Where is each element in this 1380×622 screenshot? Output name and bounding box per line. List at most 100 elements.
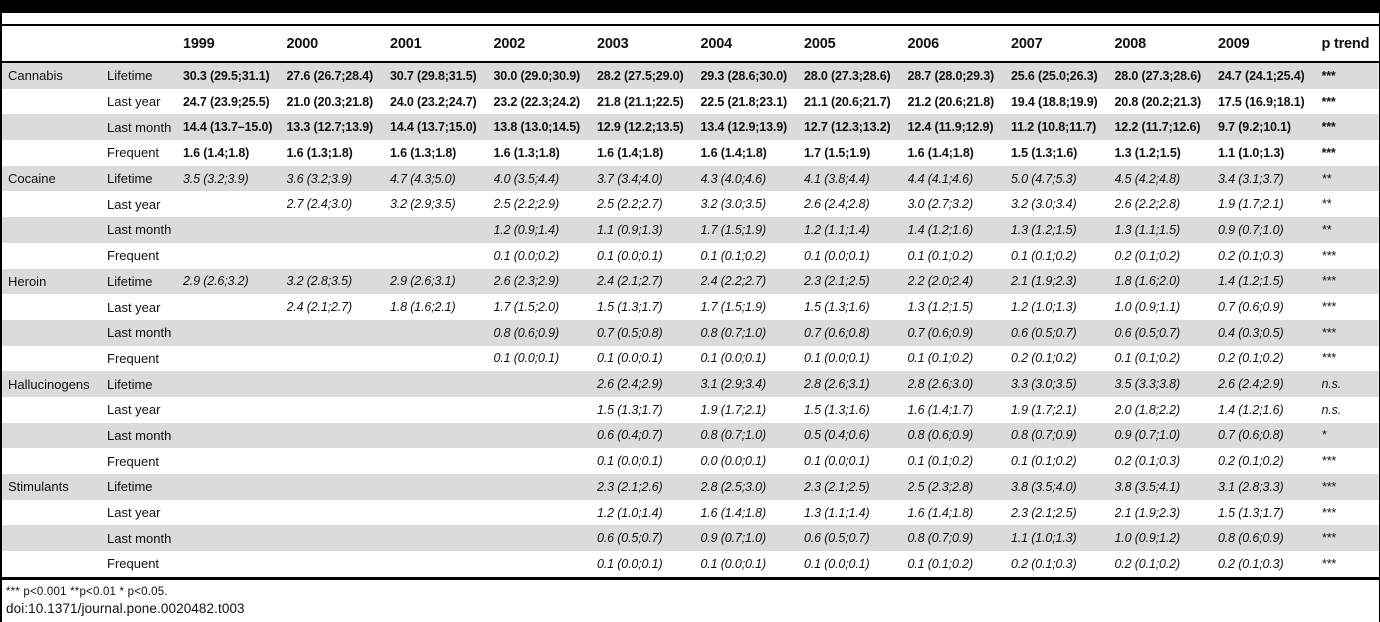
p-trend-cell: *** bbox=[1321, 300, 1336, 315]
header-year-1999: 1999 bbox=[183, 35, 215, 52]
row-heroin-frequent: Frequent 0.1 (0.0;0.1) 0.1 (0.0;0.1) 0.1 (0… bbox=[0, 345, 1380, 372]
value-cell: 0.9 (0.7;1.0) bbox=[1218, 222, 1284, 237]
value-cell: 0.1 (0.0;0.1) bbox=[597, 248, 663, 263]
value-cell: 0.9 (0.7;1.0) bbox=[700, 531, 767, 546]
category-label: Lifetime bbox=[107, 68, 153, 84]
category-label: Last year bbox=[107, 402, 161, 418]
value-cell: 0.1 (0.0;0.1) bbox=[700, 556, 767, 571]
row-heroin-last-year: Last year 2.4 (2.1;2.7) 1.8 (1.6;2.1) 1.7 (… bbox=[0, 294, 1380, 320]
value-cell: 28.7 (28.0;29.3) bbox=[907, 68, 995, 83]
value-cell: 2.8 (2.6;3.1) bbox=[804, 377, 870, 392]
value-cell: 21.1 (20.6;21.7) bbox=[804, 94, 891, 109]
p-trend-cell: *** bbox=[1321, 351, 1336, 366]
value-cell: 12.7 (12.3;13.2) bbox=[804, 120, 891, 135]
p-trend-cell: *** bbox=[1321, 479, 1336, 494]
p-trend-cell: *** bbox=[1321, 145, 1336, 160]
category-label: Lifetime bbox=[107, 171, 153, 187]
value-cell: 21.0 (20.3;21.8) bbox=[286, 94, 374, 109]
header-year-2003: 2003 bbox=[597, 35, 629, 52]
value-cell: 4.1 (3.8;4.4) bbox=[804, 171, 870, 186]
value-cell: 2.4 (2.1;2.7) bbox=[597, 274, 663, 289]
row-stimulants-frequent: Frequent 0.1 (0.0;0.1) 0.1 (0.0;0.1) 0.1 (0… bbox=[0, 551, 1380, 577]
category-label: Last year bbox=[107, 505, 161, 521]
table-header-row: 1999 2000 2001 2002 2003 2004 2005 2006 2007 2008… bbox=[0, 24, 1380, 63]
category-label: Last year bbox=[107, 196, 161, 212]
value-cell: 2.8 (2.5;3.0) bbox=[700, 479, 767, 494]
value-cell: 1.2 (0.9;1.4) bbox=[493, 222, 560, 237]
value-cell: 3.1 (2.8;3.3) bbox=[1218, 479, 1284, 494]
value-cell: 0.8 (0.7;0.9) bbox=[907, 531, 974, 546]
header-year-2006: 2006 bbox=[907, 35, 940, 52]
value-cell: 0.1 (0.0;0.2) bbox=[493, 248, 560, 263]
value-cell: 0.1 (0.1;0.2) bbox=[907, 454, 974, 469]
value-cell: 1.9 (1.7;2.1) bbox=[1011, 402, 1077, 417]
p-trend-cell: *** bbox=[1321, 68, 1336, 83]
value-cell: 0.8 (0.6;0.9) bbox=[1218, 531, 1284, 546]
value-cell: 0.1 (0.1;0.2) bbox=[700, 248, 767, 263]
value-cell: 20.8 (20.2;21.3) bbox=[1114, 94, 1202, 109]
value-cell: 0.7 (0.6;0.8) bbox=[1218, 428, 1284, 443]
value-cell: 1.5 (1.3;1.7) bbox=[597, 402, 663, 417]
row-stimulants-last-month: Last month 0.6 (0.5;0.7) 0.9 (0.7;1.0) 0.6 … bbox=[0, 525, 1380, 552]
value-cell: 0.2 (0.1;0.3) bbox=[1114, 454, 1181, 469]
p-trend-cell: ** bbox=[1321, 222, 1332, 237]
value-cell: 0.1 (0.0;0.1) bbox=[804, 454, 870, 469]
value-cell: 3.2 (2.8;3.5) bbox=[286, 274, 353, 289]
value-cell: 2.4 (2.1;2.7) bbox=[286, 300, 353, 315]
value-cell: 1.8 (1.6;2.1) bbox=[390, 300, 456, 315]
value-cell: 21.2 (20.6;21.8) bbox=[907, 94, 995, 109]
value-cell: 2.0 (1.8;2.2) bbox=[1114, 402, 1181, 417]
value-cell: 1.6 (1.4;1.8) bbox=[597, 145, 664, 160]
value-cell: 28.0 (27.3;28.6) bbox=[1114, 68, 1202, 83]
value-cell: 0.7 (0.6;0.9) bbox=[907, 325, 974, 340]
value-cell: 2.5 (2.2;2.9) bbox=[493, 197, 560, 212]
row-hallucinogens-lifetime: Hallucinogens Lifetime 2.6 (2.4;2.9) 3.1 (2… bbox=[0, 371, 1380, 397]
value-cell: 2.1 (1.9;2.3) bbox=[1114, 505, 1181, 520]
header-year-2008: 2008 bbox=[1114, 35, 1147, 52]
value-cell: 1.6 (1.3;1.8) bbox=[390, 145, 457, 160]
value-cell: 0.8 (0.6;0.9) bbox=[493, 325, 560, 340]
row-hallucinogens-last-year: Last year 1.5 (1.3;1.7) 1.9 (1.7;2.1) 1.5 (… bbox=[0, 396, 1380, 423]
value-cell: 4.5 (4.2;4.8) bbox=[1114, 171, 1181, 186]
value-cell: 0.2 (0.1;0.3) bbox=[1218, 556, 1284, 571]
value-cell: 2.9 (2.6;3.2) bbox=[183, 274, 249, 289]
value-cell: 0.4 (0.3;0.5) bbox=[1218, 325, 1284, 340]
category-label: Last year bbox=[107, 299, 161, 315]
category-label: Lifetime bbox=[107, 376, 153, 392]
value-cell: 0.8 (0.7;1.0) bbox=[700, 325, 767, 340]
value-cell: 0.8 (0.7;0.9) bbox=[1011, 428, 1077, 443]
value-cell: 3.6 (3.2;3.9) bbox=[286, 171, 353, 186]
value-cell: 0.1 (0.1;0.2) bbox=[907, 351, 974, 366]
value-cell: 1.3 (1.2;1.5) bbox=[1114, 145, 1181, 160]
value-cell: 2.1 (1.9;2.3) bbox=[1011, 274, 1077, 289]
value-cell: 1.0 (0.9;1.2) bbox=[1114, 531, 1181, 546]
value-cell: 14.4 (13.7–15.0) bbox=[183, 120, 273, 135]
value-cell: 0.2 (0.1;0.3) bbox=[1011, 556, 1077, 571]
value-cell: 3.2 (3.0;3.5) bbox=[700, 197, 767, 212]
value-cell: 3.2 (3.0;3.4) bbox=[1011, 197, 1077, 212]
header-year-2007: 2007 bbox=[1011, 35, 1043, 52]
value-cell: 12.9 (12.2;13.5) bbox=[597, 120, 684, 135]
table-footnotes: *** p<0.001 **p<0.01 * p<0.05. doi:10.13… bbox=[0, 580, 1380, 616]
value-cell: 1.4 (1.2;1.5) bbox=[1218, 274, 1284, 289]
value-cell: 25.6 (25.0;26.3) bbox=[1011, 68, 1098, 83]
value-cell: 2.5 (2.3;2.8) bbox=[907, 479, 974, 494]
value-cell: 1.5 (1.3;1.7) bbox=[597, 300, 663, 315]
value-cell: 3.2 (2.9;3.5) bbox=[390, 197, 456, 212]
value-cell: 13.8 (13.0;14.5) bbox=[493, 120, 581, 135]
category-label: Last month bbox=[107, 427, 172, 443]
value-cell: 2.8 (2.6;3.0) bbox=[907, 377, 974, 392]
value-cell: 1.4 (1.2;1.6) bbox=[907, 222, 974, 237]
value-cell: 0.6 (0.5;0.7) bbox=[1011, 325, 1077, 340]
significance-footnote: *** p<0.001 **p<0.01 * p<0.05. bbox=[6, 585, 168, 598]
value-cell: 2.6 (2.3;2.9) bbox=[493, 274, 560, 289]
value-cell: 0.2 (0.1;0.2) bbox=[1218, 351, 1284, 366]
p-trend-cell: n.s. bbox=[1321, 377, 1342, 392]
value-cell: 0.8 (0.6;0.9) bbox=[907, 428, 974, 443]
value-cell: 22.5 (21.8;23.1) bbox=[700, 94, 788, 109]
value-cell: 13.3 (12.7;13.9) bbox=[286, 120, 374, 135]
row-hallucinogens-last-month: Last month 0.6 (0.4;0.7) 0.8 (0.7;1.0) 0.5 … bbox=[0, 422, 1380, 449]
drug-label: Hallucinogens bbox=[8, 376, 90, 392]
p-trend-cell: ** bbox=[1321, 197, 1332, 212]
row-cocaine-frequent: Frequent 0.1 (0.0;0.2) 0.1 (0.0;0.1) 0.1 (0… bbox=[0, 242, 1380, 269]
